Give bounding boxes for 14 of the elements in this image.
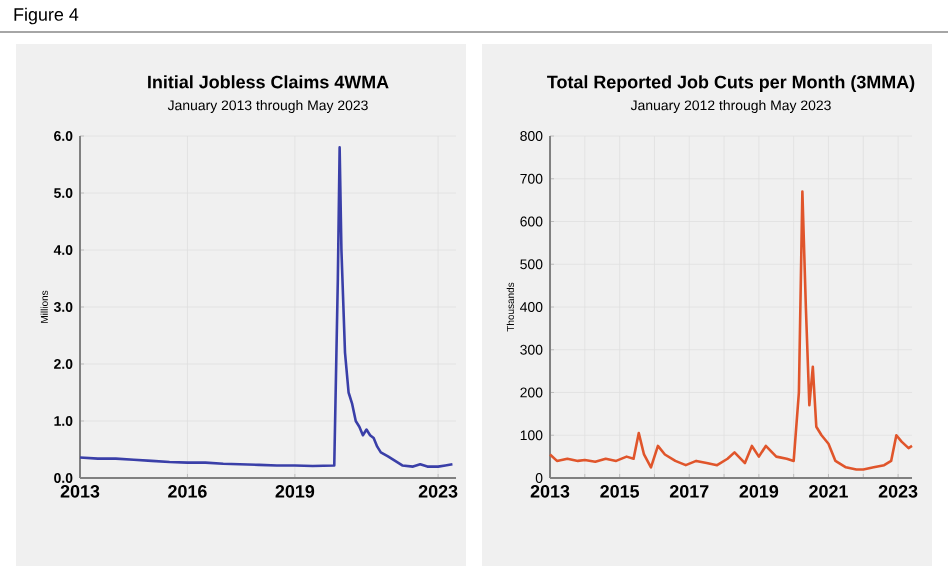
x-tick-label: 2013 xyxy=(60,485,100,498)
x-tick-label: 2019 xyxy=(275,485,315,498)
x-tick-label: 2019 xyxy=(739,485,779,498)
x-tick-label: 2016 xyxy=(168,485,207,498)
x-tick-label: 2023 xyxy=(878,485,918,498)
x-tick-label: 2021 xyxy=(809,485,848,498)
x-tick-label: 2017 xyxy=(669,485,709,498)
x-tick-label: 2013 xyxy=(530,485,570,498)
chart-title: Total Reported Job Cuts per Month (3MMA) xyxy=(547,75,915,92)
caption: Figure 4 xyxy=(14,7,79,25)
x-tick-label: 2015 xyxy=(600,485,640,498)
line-series xyxy=(548,190,914,471)
x-tick-label: 2023 xyxy=(418,485,458,498)
chart-title: Initial Jobless Claims 4WMA xyxy=(148,75,389,89)
